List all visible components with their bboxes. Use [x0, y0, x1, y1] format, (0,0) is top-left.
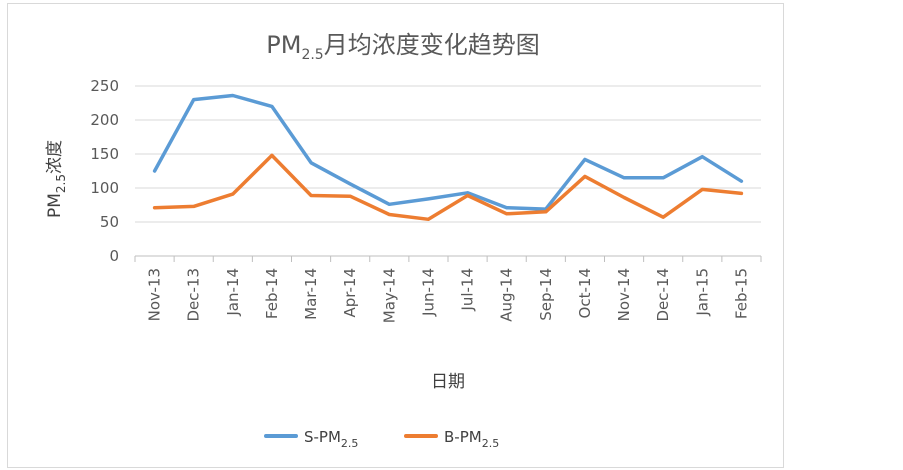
legend-label-s-pm25: S-PM2.5 — [304, 428, 358, 450]
legend-item-s-pm25: S-PM2.5 — [264, 428, 358, 450]
y-tick-label: 200 — [90, 111, 119, 129]
x-tick-label: Feb-15 — [732, 268, 750, 319]
gridlines — [135, 85, 761, 257]
series-lines — [152, 93, 744, 222]
x-tick-label: Jun-14 — [419, 268, 437, 317]
x-tick-label: Nov-14 — [615, 268, 633, 321]
x-tick-label: Aug-14 — [498, 268, 516, 322]
axes: 0 50 100 150 200 250 Nov-13 Dec-13 Jan-14 Feb-14 M… — [90, 77, 762, 323]
x-axis-title: 日期 — [431, 372, 465, 392]
x-tick-label: Feb-14 — [263, 268, 281, 319]
x-tick-label: Jul-14 — [459, 268, 477, 312]
series-line-b-pm25 — [152, 153, 744, 222]
chart-title: PM2.5月均浓度变化趋势图 — [266, 31, 539, 63]
x-tick-label: Jan-15 — [693, 268, 711, 317]
x-tick-label: Mar-14 — [302, 268, 320, 320]
x-tick-label: May-14 — [380, 268, 398, 323]
x-tick-label: Oct-14 — [576, 268, 594, 318]
x-tick-label: Dec-14 — [654, 268, 672, 322]
y-tick-label: 100 — [90, 179, 119, 197]
x-tick-label: Dec-13 — [185, 268, 203, 322]
y-tick-label: 250 — [90, 77, 119, 95]
x-tick-label: Apr-14 — [341, 268, 359, 318]
y-tick-label: 150 — [90, 145, 119, 163]
legend-label-b-pm25: B-PM2.5 — [444, 428, 499, 450]
chart-frame: 0 50 100 150 200 250 Nov-13 Dec-13 Jan-14 Feb-14 M… — [7, 3, 784, 468]
series-line-s-pm25 — [152, 93, 744, 211]
y-tick-label: 50 — [100, 213, 119, 231]
x-tick-label: Jan-14 — [224, 268, 242, 317]
x-tick-label: Sep-14 — [537, 268, 555, 321]
line-chart: 0 50 100 150 200 250 Nov-13 Dec-13 Jan-14 Feb-14 M… — [45, 31, 762, 450]
legend: S-PM2.5 B-PM2.5 — [264, 428, 499, 450]
x-tick-label: Nov-13 — [146, 268, 164, 321]
legend-item-b-pm25: B-PM2.5 — [404, 428, 499, 450]
y-tick-label: 0 — [109, 247, 119, 265]
y-axis-title: PM2.5浓度 — [45, 140, 68, 218]
